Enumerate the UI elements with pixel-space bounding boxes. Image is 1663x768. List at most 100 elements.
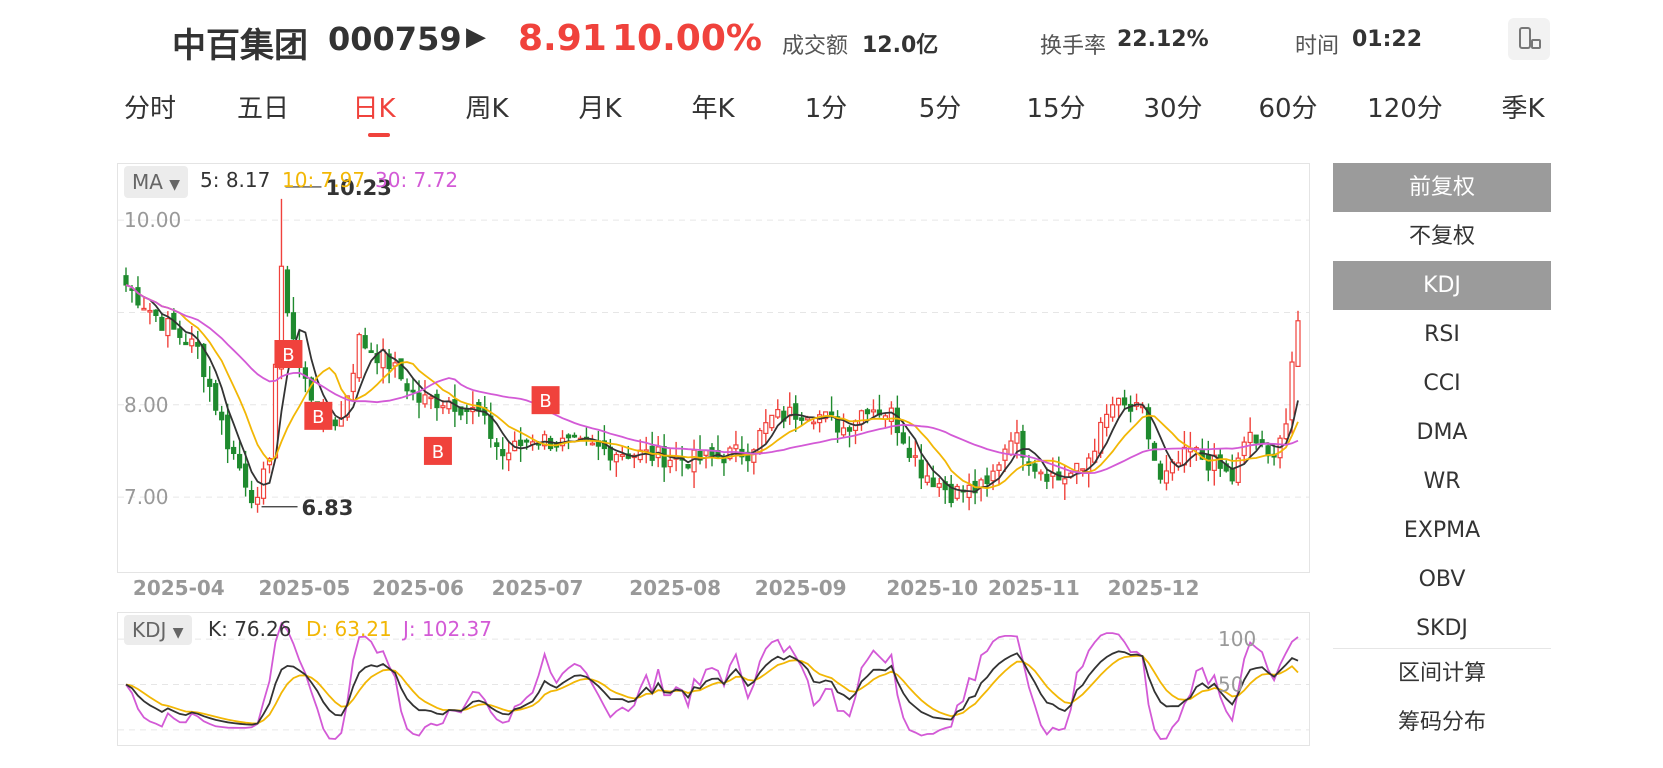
- tab-3[interactable]: 周K: [465, 94, 509, 124]
- tab-1[interactable]: 五日: [236, 94, 290, 124]
- candle-53: [440, 400, 446, 415]
- buy-signal-box-3: [531, 386, 560, 415]
- buy-signal-3: B: [531, 386, 560, 415]
- y-tick-label-0: 10.00: [124, 208, 181, 232]
- candle-body-134: [924, 475, 930, 483]
- candle-22: [254, 486, 261, 513]
- x-tick-label-3: 2025-07: [491, 576, 584, 600]
- candle-134: [924, 460, 930, 486]
- candle-body-164: [1104, 413, 1110, 429]
- candle-59: [476, 399, 482, 417]
- chevron-down-icon: ▼: [172, 625, 184, 641]
- candle-body-165: [1110, 404, 1116, 418]
- stock-code: 000759: [328, 20, 462, 58]
- candle-body-70: [541, 434, 548, 447]
- candle-body-157: [1062, 478, 1068, 485]
- candle-body-135: [930, 477, 936, 488]
- side-menu-item-7[interactable]: EXPMA: [1333, 506, 1551, 555]
- tab-7[interactable]: 5分: [918, 94, 962, 124]
- candle-body-102: [733, 444, 739, 450]
- candle-5: [153, 309, 159, 323]
- active-tab-underline: [368, 133, 390, 137]
- buy-signal-box-0: [274, 340, 303, 368]
- candle-80: [601, 425, 607, 456]
- kdj-selector-label: KDJ: [132, 618, 167, 642]
- candle-93: [679, 445, 685, 477]
- side-menu-item-9[interactable]: SKDJ: [1333, 604, 1551, 653]
- tab-2[interactable]: 日K: [352, 94, 396, 124]
- candle-143: [978, 477, 984, 502]
- candle-144: [984, 467, 990, 497]
- candle-95: [691, 439, 697, 489]
- side-menu-item-3[interactable]: RSI: [1333, 310, 1551, 359]
- candle-body-50: [422, 394, 428, 405]
- candle-body-133: [918, 459, 924, 479]
- ma10-legend: 10: 7.97: [282, 168, 366, 192]
- candle-body-132: [912, 455, 918, 458]
- tab-6[interactable]: 1分: [804, 94, 848, 124]
- candle-140: [960, 485, 966, 503]
- candle-16: [219, 405, 225, 435]
- kdj-y-tick-1: 50: [1218, 673, 1243, 697]
- buy-signal-label-2: B: [432, 442, 444, 463]
- tab-10[interactable]: 60分: [1258, 94, 1318, 124]
- ma-selector-label: MA: [132, 170, 163, 194]
- candle-136: [936, 477, 942, 497]
- candle-129: [894, 395, 900, 446]
- candle-196: [1295, 310, 1301, 367]
- tab-5[interactable]: 年K: [691, 94, 735, 124]
- side-menu-item-6[interactable]: WR: [1333, 457, 1551, 506]
- candle-156: [1056, 456, 1062, 481]
- candle-101: [727, 445, 733, 461]
- candle-127: [882, 412, 889, 428]
- tab-11[interactable]: 120分: [1367, 94, 1443, 124]
- candle-21: [248, 480, 255, 509]
- candle-173: [1157, 460, 1164, 484]
- candle-90: [661, 434, 667, 482]
- candle-35: [332, 417, 338, 431]
- candle-104: [745, 443, 751, 472]
- play-arrow-icon[interactable]: ▶: [466, 22, 486, 52]
- candle-body-12: [195, 341, 201, 347]
- side-menu-item-1[interactable]: 不复权: [1333, 212, 1551, 261]
- tab-4[interactable]: 月K: [578, 94, 622, 124]
- side-menu-item-4[interactable]: CCI: [1333, 359, 1551, 408]
- period-tabs: 分时 五日 日K 周K 月K 年K 1分 5分 15分 30分 60分 120分 季K: [110, 88, 1550, 138]
- kdj-selector[interactable]: KDJ ▼: [124, 615, 192, 645]
- kdj-chart[interactable]: 100 50 KDJ ▼ K: 76.26 D: 63.21 J: 102.37: [117, 612, 1310, 746]
- candle-12: [195, 330, 201, 359]
- candle-9: [177, 320, 183, 345]
- tab-0[interactable]: 分时: [123, 94, 177, 124]
- candle-body-174: [1163, 470, 1170, 484]
- candlestick-chart[interactable]: 10.00 8.00 7.00 B B B B 10.23 6.83 MA ▼ 5: 8.17 …: [117, 163, 1310, 573]
- candle-154: [1044, 467, 1050, 490]
- candle-body-152: [1032, 463, 1038, 472]
- side-tool-1[interactable]: 筹码分布: [1397, 710, 1486, 735]
- candle-131: [906, 436, 912, 462]
- candle-body-123: [858, 410, 865, 425]
- candle-194: [1283, 408, 1289, 441]
- side-menu-item-5[interactable]: DMA: [1333, 408, 1551, 457]
- candle-body-30: [302, 367, 308, 379]
- tab-9[interactable]: 30分: [1143, 94, 1203, 124]
- candle-body-46: [398, 358, 404, 380]
- candle-body-53: [440, 405, 446, 409]
- candle-70: [541, 430, 548, 450]
- candle-115: [811, 419, 817, 430]
- candle-body-159: [1074, 462, 1080, 472]
- side-menu-item-0[interactable]: 前复权: [1333, 163, 1551, 212]
- candle-body-48: [410, 389, 416, 393]
- tab-12[interactable]: 季K: [1501, 94, 1545, 124]
- portrait-switch-icon[interactable]: [1508, 18, 1550, 60]
- ma-selector[interactable]: MA ▼: [124, 166, 189, 198]
- kdj-y-tick-0: 100: [1218, 627, 1256, 651]
- side-tool-0[interactable]: 区间计算: [1397, 661, 1486, 686]
- side-menu-item-2[interactable]: KDJ: [1333, 261, 1551, 310]
- tab-8[interactable]: 15分: [1026, 94, 1086, 124]
- tools-menu: 区间计算 筹码分布: [1333, 648, 1551, 747]
- candle-68: [530, 434, 536, 451]
- candle-body-27: [284, 269, 291, 314]
- candle-body-63: [500, 449, 506, 457]
- turnover-rate-value: 22.12%: [1117, 27, 1209, 52]
- side-menu-item-8[interactable]: OBV: [1333, 555, 1551, 604]
